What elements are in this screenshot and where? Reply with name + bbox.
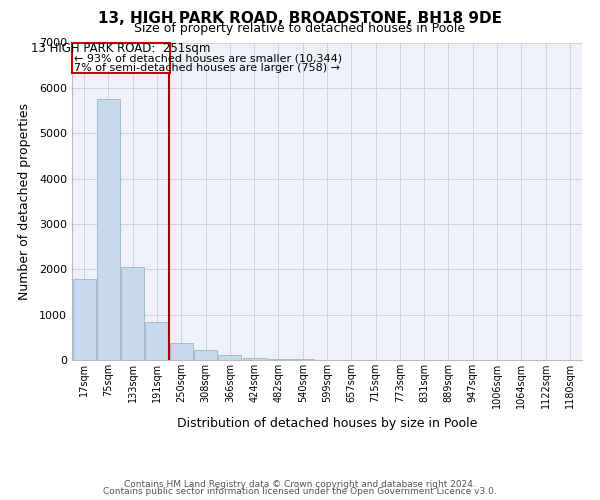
Bar bbox=[194, 350, 217, 360]
Bar bbox=[242, 358, 266, 360]
Text: Contains public sector information licensed under the Open Government Licence v3: Contains public sector information licen… bbox=[103, 487, 497, 496]
Text: 7% of semi-detached houses are larger (758) →: 7% of semi-detached houses are larger (7… bbox=[74, 64, 340, 74]
Bar bbox=[218, 355, 241, 360]
X-axis label: Distribution of detached houses by size in Poole: Distribution of detached houses by size … bbox=[177, 416, 477, 430]
Y-axis label: Number of detached properties: Number of detached properties bbox=[17, 103, 31, 300]
Text: 13, HIGH PARK ROAD, BROADSTONE, BH18 9DE: 13, HIGH PARK ROAD, BROADSTONE, BH18 9DE bbox=[98, 11, 502, 26]
Text: Size of property relative to detached houses in Poole: Size of property relative to detached ho… bbox=[134, 22, 466, 35]
Bar bbox=[267, 358, 290, 360]
Text: 13 HIGH PARK ROAD:  251sqm: 13 HIGH PARK ROAD: 251sqm bbox=[31, 42, 211, 55]
Bar bbox=[97, 99, 120, 360]
Bar bbox=[170, 343, 193, 360]
Text: ← 93% of detached houses are smaller (10,344): ← 93% of detached houses are smaller (10… bbox=[74, 54, 342, 64]
Bar bbox=[145, 322, 169, 360]
Text: Contains HM Land Registry data © Crown copyright and database right 2024.: Contains HM Land Registry data © Crown c… bbox=[124, 480, 476, 489]
Bar bbox=[121, 266, 144, 360]
FancyBboxPatch shape bbox=[73, 42, 170, 74]
Bar bbox=[73, 280, 95, 360]
